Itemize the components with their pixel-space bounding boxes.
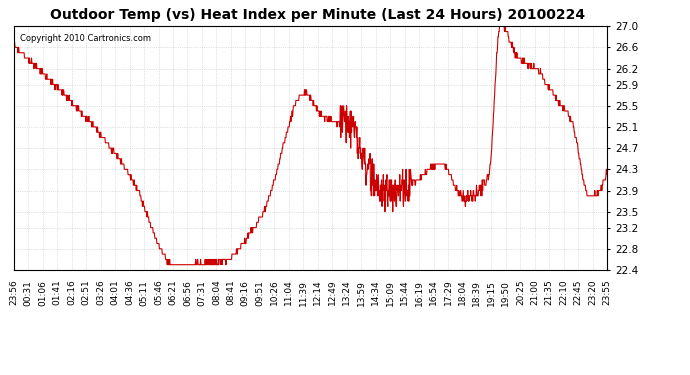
Text: Copyright 2010 Cartronics.com: Copyright 2010 Cartronics.com <box>20 34 150 43</box>
Text: Outdoor Temp (vs) Heat Index per Minute (Last 24 Hours) 20100224: Outdoor Temp (vs) Heat Index per Minute … <box>50 8 585 21</box>
